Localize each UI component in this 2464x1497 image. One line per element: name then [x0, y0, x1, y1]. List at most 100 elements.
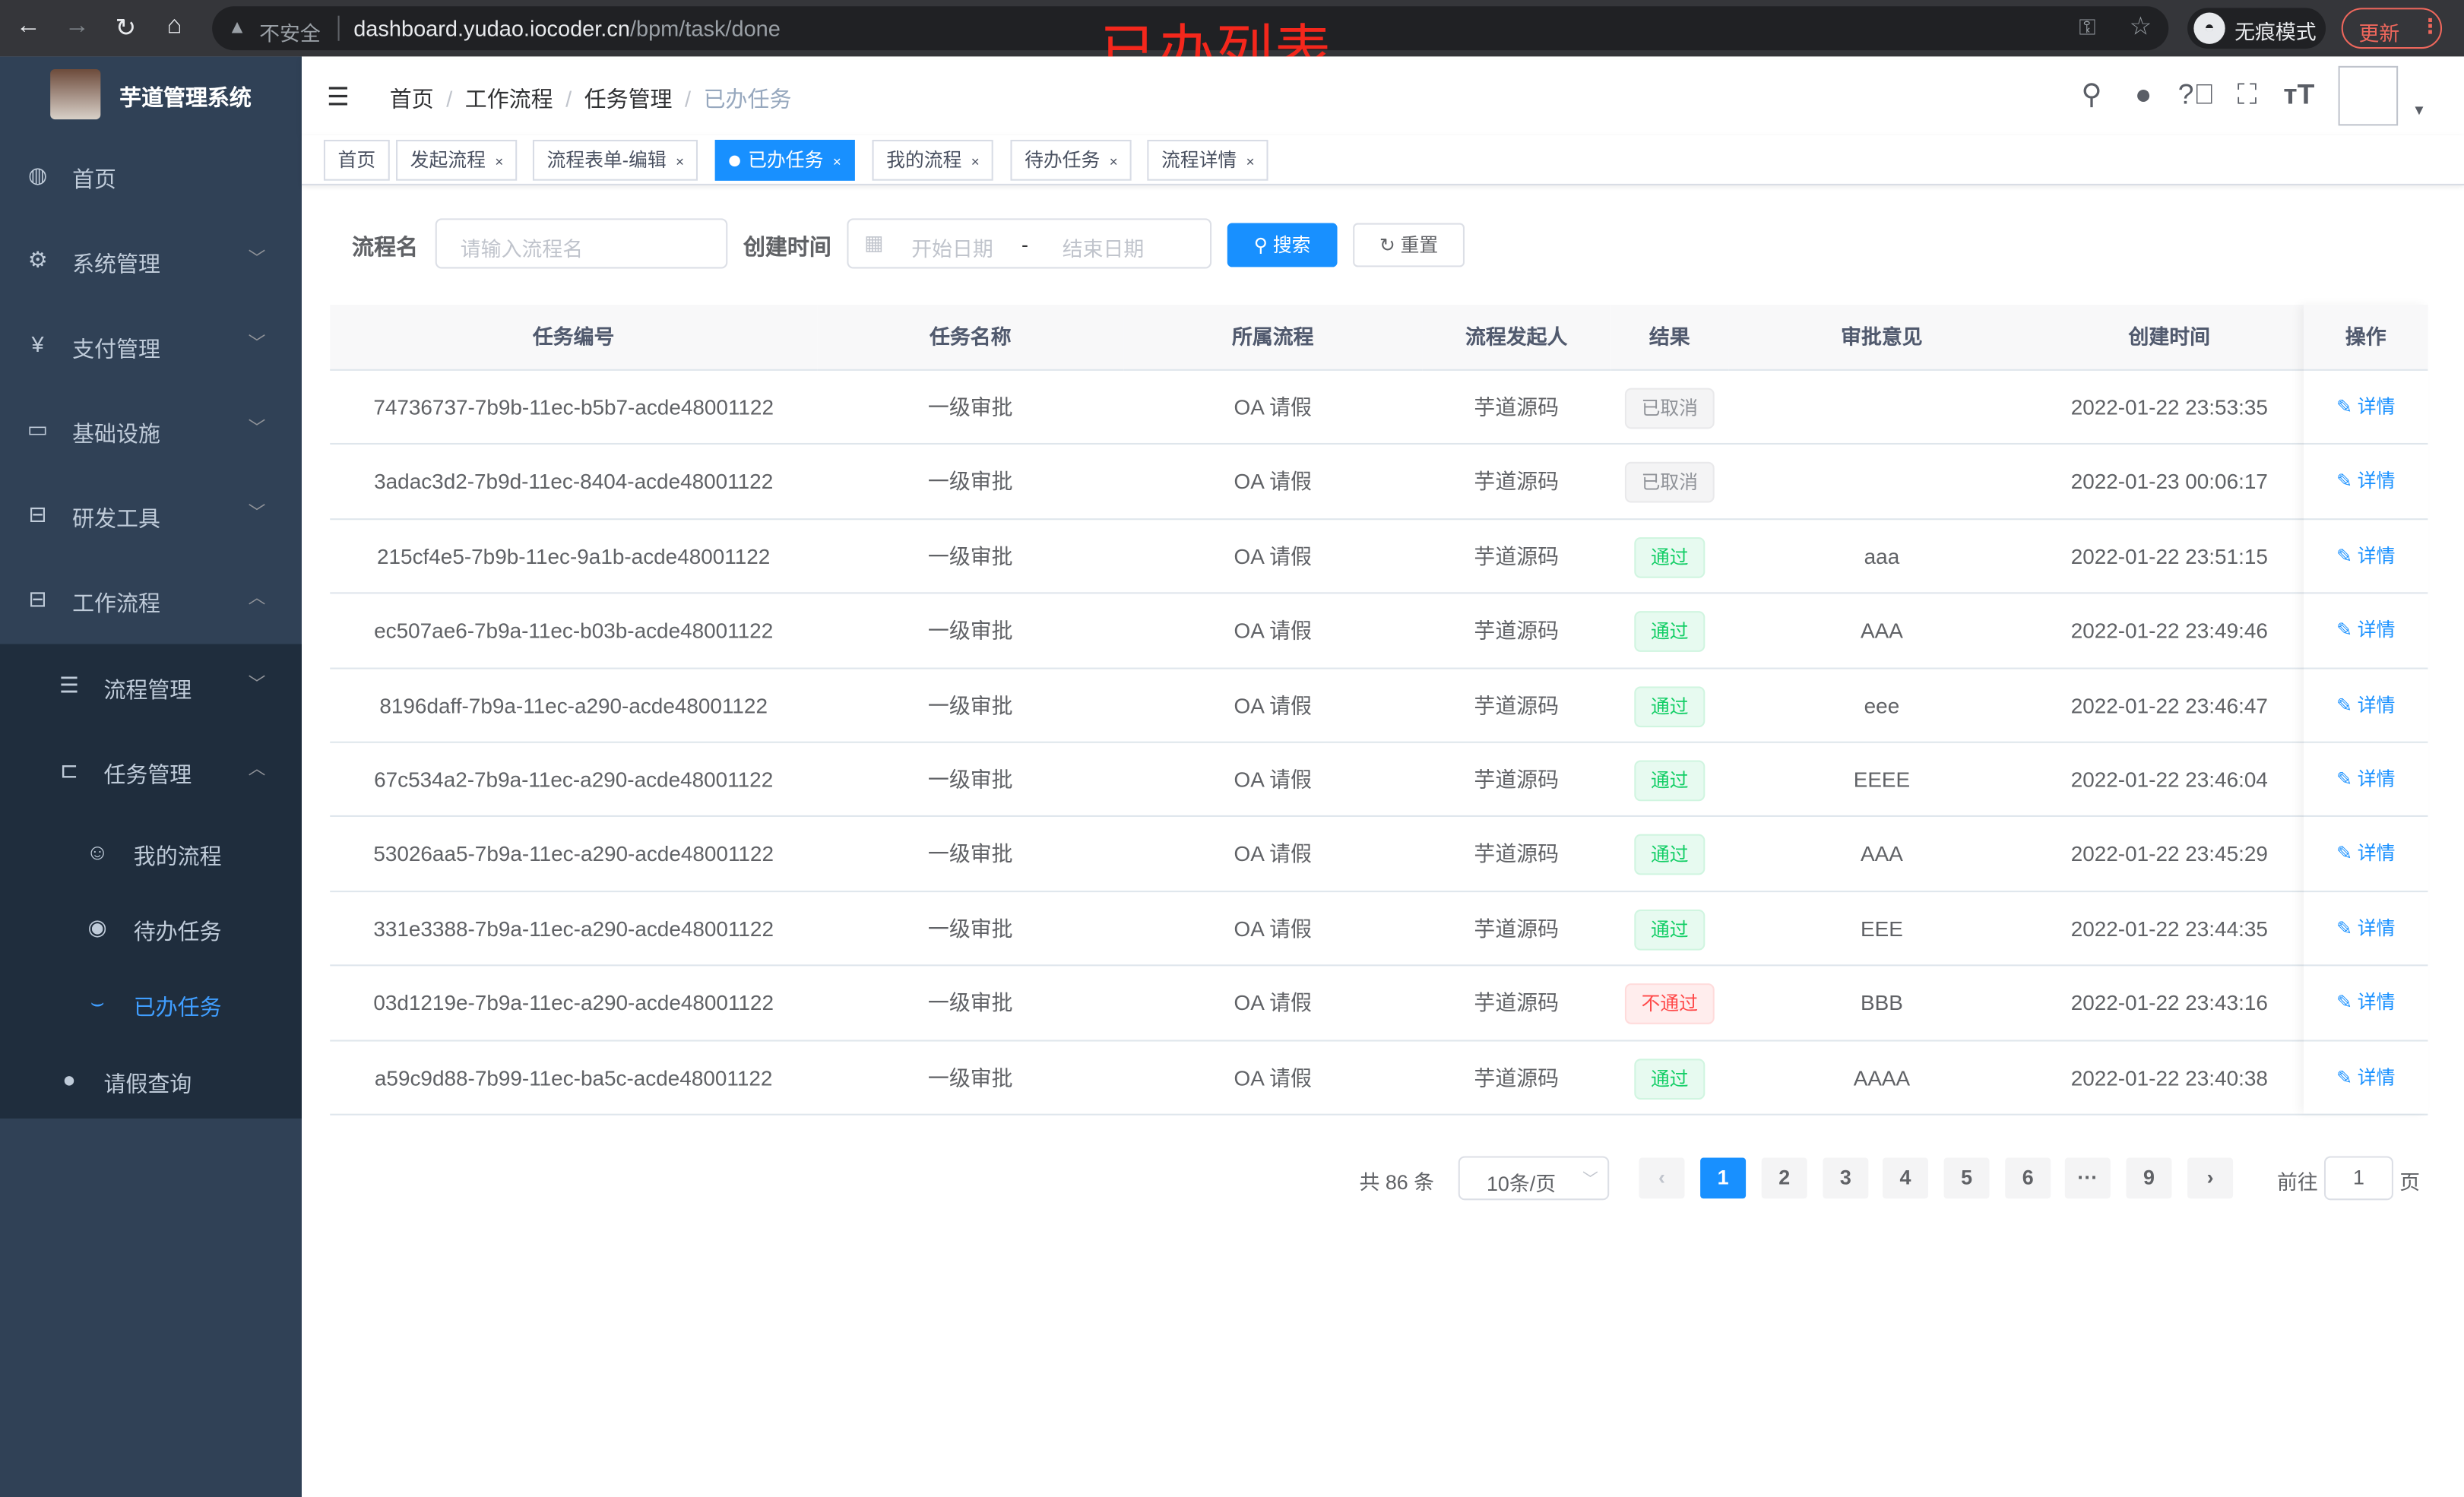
address-bar[interactable]: ▲ 不安全 dashboard.yudao.iocoder.cn/bpm/tas… — [212, 6, 2169, 51]
cell-comment: BBB — [1861, 991, 1903, 1015]
help-icon[interactable]: ?⃝ — [2177, 78, 2215, 110]
tag-home[interactable]: 首页 — [323, 139, 390, 181]
cell-actions: ✎ 详情 — [2304, 520, 2428, 593]
page-1-button[interactable]: 2 — [1761, 1157, 1807, 1199]
avatar[interactable] — [2338, 65, 2399, 126]
sidebar-item-done[interactable]: ⌣ 已办任务 — [0, 963, 302, 1038]
tag-my-process[interactable]: 我的流程 × — [872, 139, 994, 181]
cell-starter: 芋道源码 — [1474, 842, 1560, 866]
detail-button[interactable]: ✎ 详情 — [2336, 545, 2395, 567]
sidebar-item-process-manage[interactable]: ☰ 流程管理 ﹀ — [0, 646, 302, 731]
detail-button[interactable]: ✎ 详情 — [2336, 768, 2395, 790]
incognito-indicator[interactable]: ◓ 无痕模式 — [2187, 8, 2326, 49]
github-icon[interactable]: ● — [2134, 78, 2152, 110]
sidebar-item-infra[interactable]: ▭ 基础设施 ﹀ — [0, 390, 302, 475]
tag-todo-tasks[interactable]: 待办任务 × — [1010, 139, 1132, 181]
search-button[interactable]: ⚲ 搜索 — [1227, 223, 1338, 267]
detail-button[interactable]: ✎ 详情 — [2336, 470, 2395, 492]
close-icon[interactable]: × — [971, 153, 980, 170]
tag-start-process[interactable]: 发起流程 × — [396, 139, 518, 181]
chevron-down-icon: ﹀ — [248, 419, 266, 438]
reload-icon[interactable]: ↻ — [115, 15, 137, 43]
app-title: 芋道管理系统 — [119, 84, 252, 110]
close-icon[interactable]: × — [1109, 153, 1118, 170]
hamburger-icon[interactable]: ☰ — [327, 84, 350, 112]
next-page-button[interactable]: › — [2187, 1157, 2234, 1199]
breadcrumb-item[interactable]: 任务管理 — [584, 86, 673, 112]
page-6-button[interactable]: ··· — [2064, 1157, 2111, 1199]
home-icon[interactable]: ⌂ — [166, 12, 182, 40]
tag-label: 发起流程 — [410, 149, 486, 172]
table-row: 03d1219e-7b9a-11ec-a290-acde48001122 一级审批… — [330, 967, 2428, 1041]
forward-icon[interactable]: → — [64, 12, 90, 40]
detail-button[interactable]: ✎ 详情 — [2336, 843, 2395, 865]
chevron-up-icon: ︿ — [248, 589, 266, 609]
process-name-input[interactable]: 请输入流程名 — [435, 218, 728, 269]
prev-page-button[interactable]: ‹ — [1639, 1157, 1685, 1199]
back-icon[interactable]: ← — [15, 12, 41, 40]
detail-button[interactable]: ✎ 详情 — [2336, 396, 2395, 418]
star-icon[interactable]: ☆ — [2129, 14, 2152, 41]
tag-form-edit[interactable]: 流程表单-编辑 × — [532, 139, 698, 181]
menu-label: 支付管理 — [72, 336, 160, 362]
cell-process-name: OA 请假 — [1234, 991, 1312, 1015]
reset-button[interactable]: ↻ 重置 — [1353, 223, 1465, 267]
sidebar-item-pay[interactable]: ¥ 支付管理 ﹀ — [0, 305, 302, 390]
sidebar-item-leave[interactable]: ● 请假查询 — [0, 1040, 302, 1125]
cell-result: 不通过 — [1610, 967, 1728, 1040]
eye-closed-icon: ⌣ — [90, 989, 105, 1015]
close-icon[interactable]: × — [1246, 153, 1255, 170]
detail-button[interactable]: ✎ 详情 — [2336, 917, 2395, 939]
tag-done-tasks[interactable]: 已办任务 × — [714, 139, 856, 181]
tag-process-detail[interactable]: 流程详情 × — [1147, 139, 1269, 181]
sidebar-item-my-process[interactable]: ☺ 我的流程 — [0, 812, 302, 888]
caret-down-icon[interactable]: ▼ — [2412, 102, 2427, 119]
breadcrumb-current: 已办任务 — [703, 86, 792, 112]
breadcrumb-item[interactable]: 工作流程 — [464, 86, 553, 112]
update-button[interactable]: 更新 ⋮ — [2341, 8, 2443, 49]
process-name-label: 流程名 — [352, 234, 418, 260]
end-date-input[interactable]: 结束日期 — [1062, 237, 1145, 261]
page-2-button[interactable]: 3 — [1823, 1157, 1869, 1199]
link-label: 详情 — [2357, 395, 2396, 418]
breadcrumb-item[interactable]: 首页 — [389, 86, 434, 112]
detail-button[interactable]: ✎ 详情 — [2336, 992, 2395, 1014]
status-badge: 通过 — [1635, 685, 1705, 727]
close-icon[interactable]: × — [832, 153, 841, 170]
page-0-button[interactable]: 1 — [1700, 1157, 1747, 1199]
cell-comment: eee — [1864, 693, 1900, 717]
page-4-button[interactable]: 5 — [1943, 1157, 1990, 1199]
close-icon[interactable]: × — [495, 153, 504, 170]
detail-button[interactable]: ✎ 详情 — [2336, 619, 2395, 641]
cell-process-name: OA 请假 — [1234, 1065, 1312, 1090]
cell-actions: ✎ 详情 — [2304, 1041, 2428, 1115]
search-icon[interactable]: ⚲ — [2081, 78, 2102, 110]
start-date-input[interactable]: 开始日期 — [911, 237, 993, 261]
menu-label: 工作流程 — [72, 590, 160, 616]
sidebar-item-home[interactable]: ◍ 首页 — [0, 135, 302, 220]
page-3-button[interactable]: 4 — [1882, 1157, 1928, 1199]
sidebar-item-todo[interactable]: ◉ 待办任务 — [0, 888, 302, 963]
sidebar-item-workflow[interactable]: ⊟ 工作流程 ︿ — [0, 559, 302, 644]
font-size-icon[interactable]: ᴛT — [2283, 78, 2315, 110]
date-range-picker[interactable]: ▦ 开始日期 - 结束日期 — [847, 218, 1212, 269]
table-row: 331e3388-7b9a-11ec-a290-acde48001122 一级审批… — [330, 892, 2428, 967]
sidebar-item-system[interactable]: ⚙ 系统管理 ﹀ — [0, 220, 302, 305]
goto-page-input[interactable]: 1 — [2323, 1156, 2393, 1201]
detail-button[interactable]: ✎ 详情 — [2336, 694, 2395, 716]
gear-icon: ⚙ — [27, 246, 48, 272]
page-5-button[interactable]: 6 — [2005, 1157, 2051, 1199]
more-icon: ⋮ — [2420, 14, 2440, 38]
link-label: 详情 — [2357, 767, 2396, 790]
page-size-select[interactable]: 10条/页 ﹀ — [1458, 1156, 1610, 1201]
sidebar-item-tools[interactable]: ⊟ 研发工具 ﹀ — [0, 474, 302, 559]
page-7-button[interactable]: 9 — [2126, 1157, 2172, 1199]
key-icon[interactable]: ⚿ — [2079, 14, 2096, 40]
sidebar-item-task-manage[interactable]: ⊏ 任务管理 ︿ — [0, 730, 302, 815]
tag-label: 我的流程 — [886, 149, 962, 172]
navbar: ☰ 首页 / 工作流程 / 任务管理 / 已办任务 ⚲ ● ?⃝ ⛶ ᴛT ▼ — [301, 56, 2464, 135]
edit-icon: ✎ — [2336, 916, 2358, 939]
close-icon[interactable]: × — [676, 153, 684, 170]
fullscreen-icon[interactable]: ⛶ — [2237, 78, 2257, 110]
detail-button[interactable]: ✎ 详情 — [2336, 1066, 2395, 1088]
